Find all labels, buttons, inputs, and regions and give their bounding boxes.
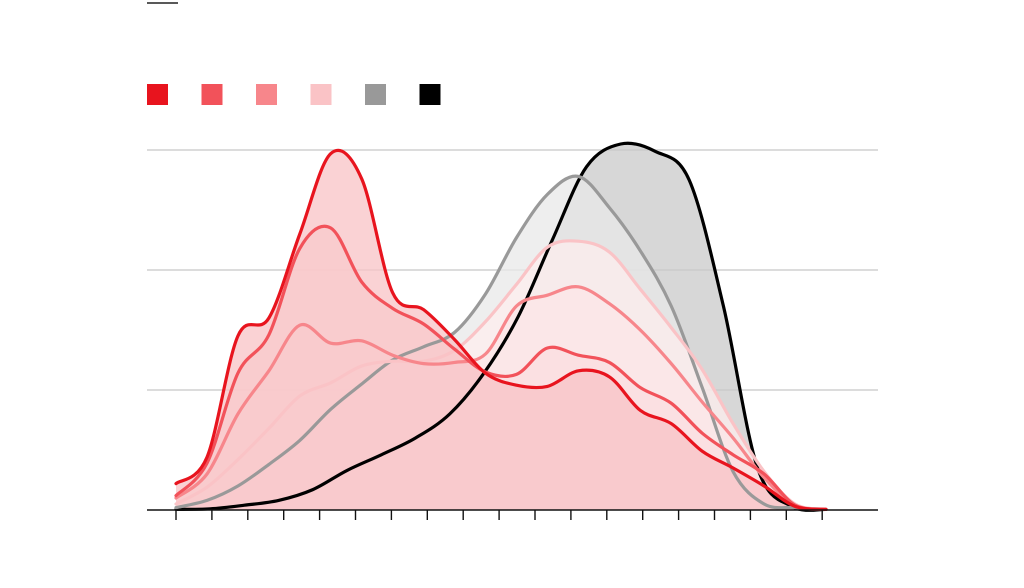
x-axis <box>147 509 878 520</box>
legend-swatch-4 <box>310 84 332 105</box>
legend-swatch-3 <box>256 84 277 105</box>
legend-swatch-1 <box>147 84 168 105</box>
line-series-4 <box>174 239 828 511</box>
line-series-2 <box>174 224 828 511</box>
legend-swatch-5 <box>365 84 386 105</box>
line-series-3 <box>174 285 828 511</box>
line-series-6 <box>174 141 828 512</box>
legend-swatch-2 <box>201 84 223 105</box>
line-series-1 <box>174 148 828 511</box>
chart-lines <box>174 141 828 512</box>
line-series-5 <box>174 174 828 511</box>
legend <box>147 84 441 105</box>
legend-swatch-6 <box>419 84 441 105</box>
